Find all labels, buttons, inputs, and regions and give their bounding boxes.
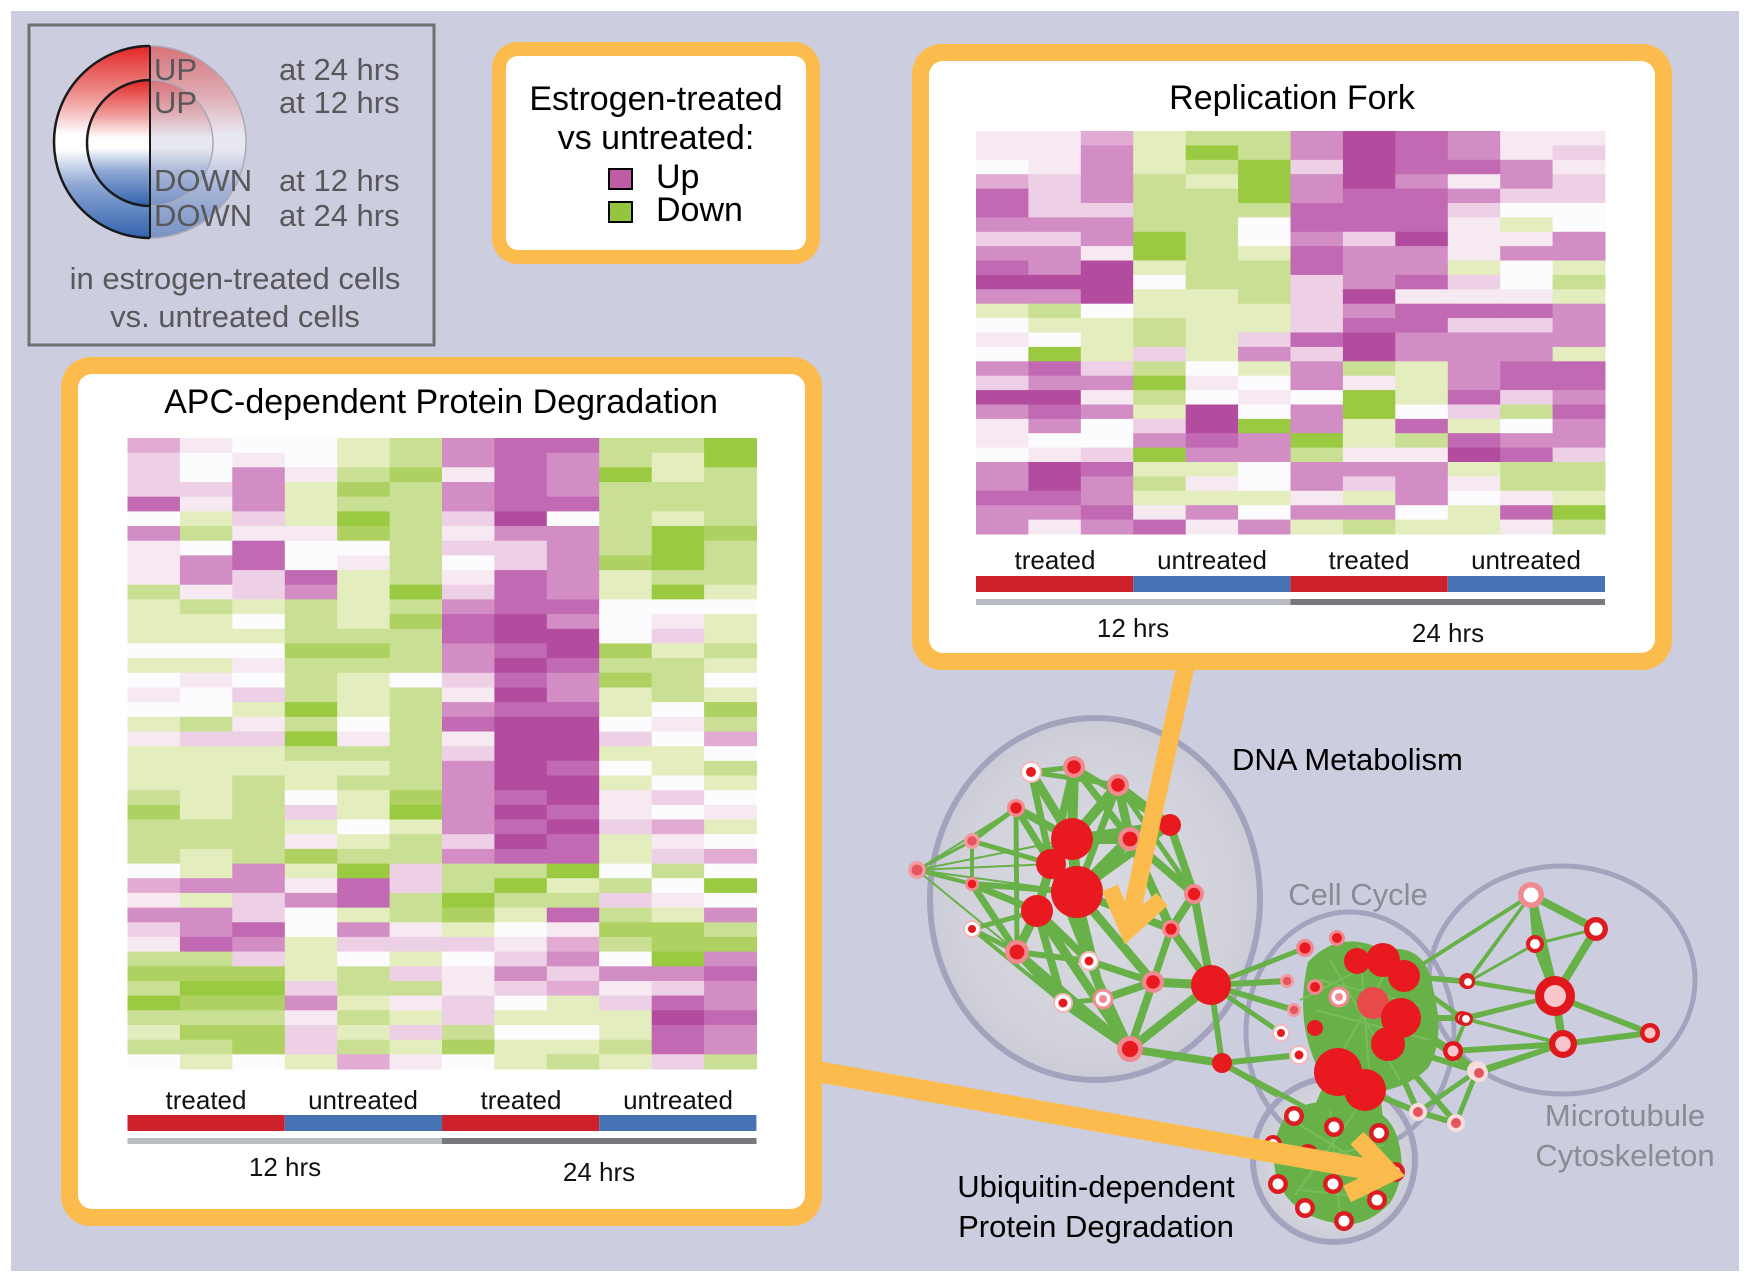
svg-text:at 24 hrs: at 24 hrs bbox=[279, 198, 400, 233]
svg-text:untreated: untreated bbox=[1471, 545, 1581, 575]
svg-text:untreated: untreated bbox=[1157, 545, 1267, 575]
svg-text:at 12 hrs: at 12 hrs bbox=[279, 163, 400, 198]
svg-text:12 hrs: 12 hrs bbox=[249, 1152, 321, 1182]
svg-text:Cell Cycle: Cell Cycle bbox=[1288, 877, 1428, 912]
svg-text:vs untreated:: vs untreated: bbox=[558, 119, 755, 157]
svg-text:at 12 hrs: at 12 hrs bbox=[279, 85, 400, 120]
svg-text:treated: treated bbox=[1015, 545, 1096, 575]
svg-text:Protein Degradation: Protein Degradation bbox=[958, 1209, 1234, 1244]
svg-text:untreated: untreated bbox=[623, 1085, 733, 1115]
svg-text:24 hrs: 24 hrs bbox=[1412, 618, 1484, 648]
svg-text:untreated: untreated bbox=[308, 1085, 418, 1115]
svg-text:Cytoskeleton: Cytoskeleton bbox=[1535, 1138, 1714, 1173]
svg-text:UP: UP bbox=[154, 52, 197, 87]
svg-text:24 hrs: 24 hrs bbox=[563, 1157, 635, 1187]
svg-text:in estrogen-treated cells: in estrogen-treated cells bbox=[70, 261, 401, 296]
svg-text:DOWN: DOWN bbox=[154, 198, 252, 233]
svg-text:Estrogen-treated: Estrogen-treated bbox=[529, 80, 782, 118]
svg-text:Down: Down bbox=[656, 191, 743, 229]
svg-text:at 24 hrs: at 24 hrs bbox=[279, 52, 400, 87]
svg-text:DOWN: DOWN bbox=[154, 163, 252, 198]
svg-text:APC-dependent Protein Degradat: APC-dependent Protein Degradation bbox=[164, 383, 718, 421]
svg-text:DNA Metabolism: DNA Metabolism bbox=[1232, 742, 1463, 777]
svg-text:Replication Fork: Replication Fork bbox=[1169, 79, 1416, 117]
svg-text:vs. untreated cells: vs. untreated cells bbox=[110, 299, 360, 334]
svg-text:treated: treated bbox=[481, 1085, 562, 1115]
svg-text:UP: UP bbox=[154, 85, 197, 120]
svg-text:treated: treated bbox=[166, 1085, 247, 1115]
svg-text:Ubiquitin-dependent: Ubiquitin-dependent bbox=[957, 1169, 1235, 1204]
svg-text:12 hrs: 12 hrs bbox=[1097, 613, 1169, 643]
svg-text:treated: treated bbox=[1329, 545, 1410, 575]
svg-text:Up: Up bbox=[656, 158, 699, 196]
svg-text:Microtubule: Microtubule bbox=[1545, 1098, 1705, 1133]
